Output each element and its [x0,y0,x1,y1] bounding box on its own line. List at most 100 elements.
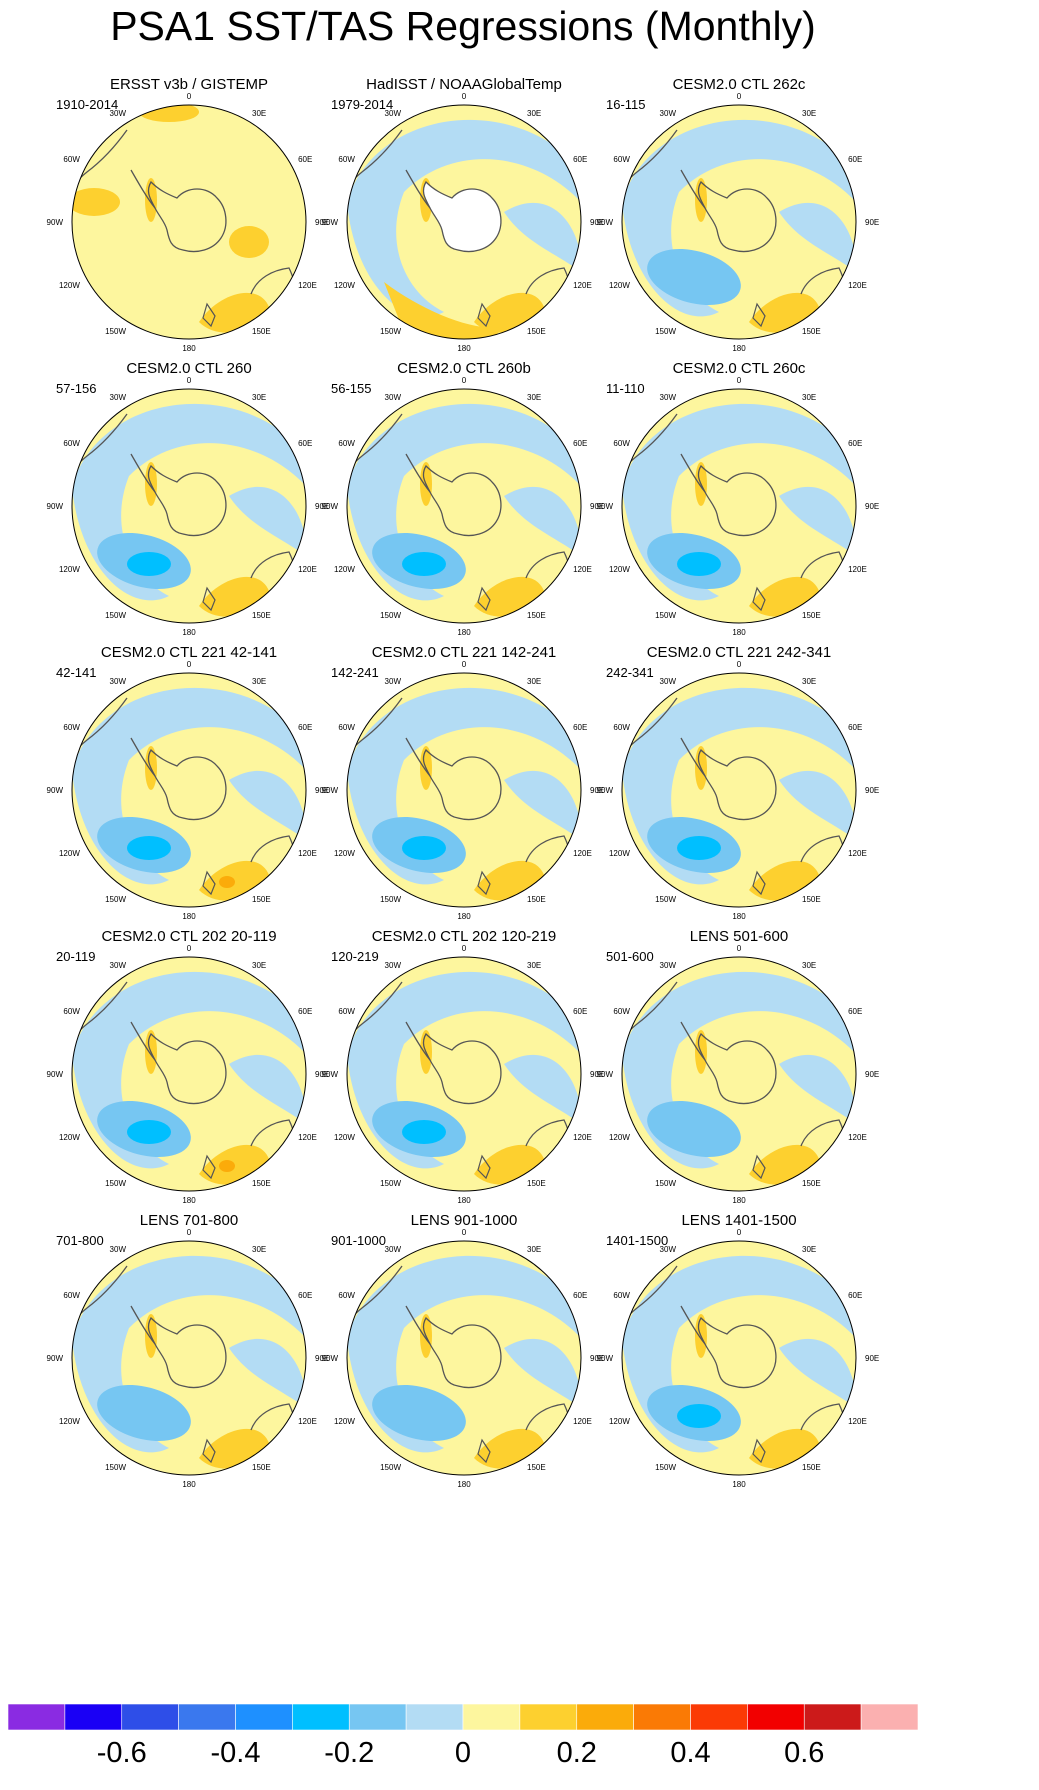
longitude-label: 150E [802,895,821,904]
antarctica-coast [697,1032,777,1105]
map-border [71,1240,307,1476]
longitude-label: 90W [322,502,339,511]
negative-anomaly-band [779,770,856,840]
longitude-label: 120E [573,281,592,290]
longitude-label: 30W [385,109,402,118]
colorbar [8,1704,918,1730]
panel-period: 901-1000 [331,1233,386,1248]
negative-anomaly-band [622,971,856,1169]
polar-map: 0 30E 60E 90E 120E 150E 180 150W 120W 90W 60W 30W [597,944,880,1205]
longitude-label: 180 [457,344,471,353]
longitude-label: 90W [322,786,339,795]
colorbar-labels: -0.6 -0.4 -0.2 0 0.2 0.4 0.6 [0,1738,1039,1768]
coastline [752,870,766,896]
panel-period: 11-110 [606,381,645,396]
polar-map: 0 30E 60E 90E 120E 150E 180 150W 120W 90W 60W 30W [322,92,605,353]
longitude-label: 120W [59,1417,80,1426]
longitude-label: 60W [338,723,355,732]
antarctica-coast [422,180,502,253]
negative-anomaly-band [229,486,306,556]
negative-anomaly-band [229,1338,306,1408]
map-border [71,956,307,1192]
negative-anomaly-band [347,1255,581,1453]
panel-title: CESM2.0 CTL 202 20-119 [101,928,277,945]
longitude-label: 90E [865,786,879,795]
panel-grid: ERSST v3b / GISTEMP 1910-2014 0 30E 60E 90E 12… [47,76,880,1496]
longitude-label: 90E [315,786,329,795]
longitude-label: 90W [47,218,64,227]
negative-anomaly-band [347,687,581,885]
longitude-label: 150W [105,1463,126,1472]
longitude-label: 150E [802,1463,821,1472]
map-border [346,1240,582,1476]
longitude-label: 120W [334,1417,355,1426]
longitude-label: 60W [338,439,355,448]
longitude-label: 120E [573,849,592,858]
longitude-label: 180 [732,1480,746,1489]
negative-anomaly-band [622,687,856,885]
warm-core [219,876,235,888]
panel-period: 120-219 [331,949,379,964]
panel-title: LENS 701-800 [139,1212,239,1229]
antarctica-coast [697,748,777,821]
longitude-label: 30W [110,109,127,118]
panel-title: LENS 1401-1500 [681,1212,797,1229]
longitude-label: 30W [110,961,127,970]
longitude-label: 30E [527,677,541,686]
field-background [72,105,306,339]
longitude-label: 60W [613,439,630,448]
negative-anomaly-band [779,1054,856,1124]
coastline [573,125,581,137]
cold-core-inner [127,836,171,860]
longitude-label: 60E [848,439,862,448]
longitude-label: 150W [380,1463,401,1472]
negative-anomaly-band [504,1054,581,1124]
coastline [848,693,856,705]
colorbar-swatch [121,1704,179,1730]
panel-period: 1401-1500 [606,1233,669,1248]
longitude-label: 150W [655,611,676,620]
map-panel: CESM2.0 CTL 202 120-219 120-219 0 30E 60E 90E… [322,928,617,1212]
longitude-label: 150E [802,327,821,336]
panel-title: CESM2.0 CTL 260b [397,360,531,377]
longitude-label: 60W [63,1007,80,1016]
longitude-label: 120E [848,281,867,290]
figure-title: PSA1 SST/TAS Regressions (Monthly) [110,3,816,49]
polar-map: 0 30E 60E 90E 120E 150E 180 150W 120W 90W 60W 30W [47,1228,330,1489]
negative-anomaly-band [229,770,306,840]
colorbar-tick-label: -0.4 [210,1737,261,1769]
colorbar-swatch [747,1704,805,1730]
longitude-label: 180 [182,344,196,353]
polar-map: 0 30E 60E 90E 120E 150E 180 150W 120W 90W 60W 30W [47,660,330,921]
longitude-label: 180 [182,1196,196,1205]
coastline [477,302,491,328]
coastline [405,1021,431,1061]
negative-anomaly-band [622,119,856,317]
longitude-label: 180 [732,344,746,353]
coastline [130,1021,156,1061]
longitude-label: 60E [848,155,862,164]
longitude-label: 60W [613,155,630,164]
longitude-label: 90E [590,786,604,795]
map-border [71,388,307,624]
map-border [346,104,582,340]
cold-core-inner [402,552,446,576]
polar-map: 0 30E 60E 90E 120E 150E 180 150W 120W 90W 60W 30W [597,376,880,637]
longitude-label: 90E [865,502,879,511]
longitude-label: 30E [527,393,541,402]
longitude-label: 90W [322,1354,339,1363]
panel-title: LENS 501-600 [689,928,789,945]
antarctica-coast [697,1316,777,1389]
map-panel: CESM2.0 CTL 260b 56-155 0 30E 60E 90E 120E 150E… [322,360,617,644]
panel-title: LENS 901-1000 [410,1212,518,1229]
longitude-label: 150E [252,327,271,336]
longitude-label: 90W [47,786,64,795]
longitude-label: 180 [457,912,471,921]
map-panel: LENS 901-1000 901-1000 0 30E 60E 90E 120E 150E 1… [322,1212,617,1496]
antarctica-coast [147,1316,227,1389]
longitude-label: 0 [187,1228,192,1237]
coastline [573,693,581,705]
longitude-label: 60W [63,1291,80,1300]
longitude-label: 150W [380,611,401,620]
colorbar-swatch [576,1704,634,1730]
